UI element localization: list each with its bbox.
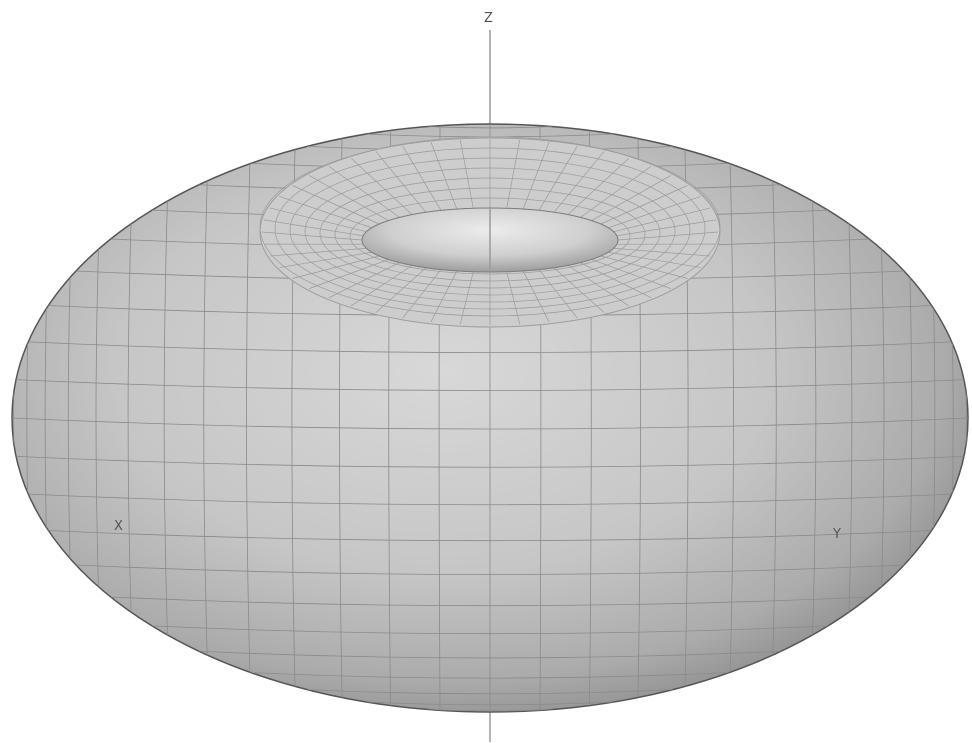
ring-spoke (608, 196, 701, 229)
ring-spoke (553, 151, 605, 213)
mesh-parallel (151, 625, 829, 635)
ring-spoke (591, 259, 672, 289)
ring-spoke (591, 175, 672, 221)
ring-spoke (375, 267, 427, 313)
mesh-parallel (28, 341, 952, 353)
ring-spoke (613, 247, 711, 257)
inner-ring-mesh (259, 137, 721, 325)
ring-spoke (279, 196, 372, 229)
mesh-meridian (770, 124, 777, 712)
x-axis-label: X (114, 519, 123, 534)
ring-spoke (580, 165, 652, 218)
ring-spoke (506, 139, 521, 209)
mesh-parallel (16, 455, 964, 468)
mesh-parallel (110, 596, 870, 607)
mesh-parallel (48, 530, 932, 542)
ring-spoke (522, 142, 550, 210)
mesh-parallel (427, 709, 553, 712)
ring-spoke (308, 175, 389, 221)
mesh-parallel (307, 689, 673, 695)
ring-spoke (430, 142, 458, 210)
ring-spoke (279, 251, 372, 268)
ring-spoke (263, 219, 364, 237)
ring-spoke (616, 219, 717, 237)
ring-spoke (580, 262, 652, 299)
mesh-parallel (198, 650, 782, 659)
mesh-parallel (76, 564, 904, 575)
ring-spoke (600, 185, 688, 225)
ring-spoke (328, 262, 400, 299)
z-axis-label: Z (484, 11, 493, 26)
ring-spoke (567, 157, 630, 215)
mesh-parallel (366, 701, 614, 706)
ring-spoke (567, 265, 629, 307)
mesh-parallel (12, 417, 968, 430)
ring-spoke (608, 251, 701, 268)
ring-spoke (269, 207, 367, 233)
ring-spoke (292, 255, 380, 279)
ring-spoke (617, 231, 719, 241)
mesh-parallel (16, 379, 964, 391)
mesh-meridian (203, 124, 210, 712)
ring-spoke (292, 185, 380, 225)
y-axis-label: Y (832, 527, 841, 542)
mesh-meridian (809, 124, 817, 712)
ring-spoke (350, 157, 413, 215)
ring-spoke (375, 151, 427, 213)
ring-spoke (459, 139, 474, 209)
ring-spoke (430, 270, 458, 322)
ring-spoke (459, 271, 474, 325)
ring-spoke (328, 165, 400, 218)
ring-spoke (261, 231, 363, 241)
ring-spoke (613, 207, 711, 233)
ring-spoke (308, 259, 389, 289)
ring-spoke (269, 247, 367, 257)
ring-spoke (538, 145, 578, 211)
ring-spoke (538, 269, 578, 319)
ring-spoke (522, 270, 550, 322)
ring-spoke (506, 271, 521, 325)
mesh-parallel (28, 493, 952, 506)
ring-spoke (553, 267, 605, 313)
mesh-parallel (250, 672, 730, 679)
ring-spoke (600, 255, 688, 279)
mesh-meridian (163, 124, 171, 712)
ring-spoke (402, 269, 442, 319)
ring-spoke (351, 265, 413, 307)
ring-spoke (402, 145, 442, 211)
mesh-parallel (427, 126, 553, 129)
